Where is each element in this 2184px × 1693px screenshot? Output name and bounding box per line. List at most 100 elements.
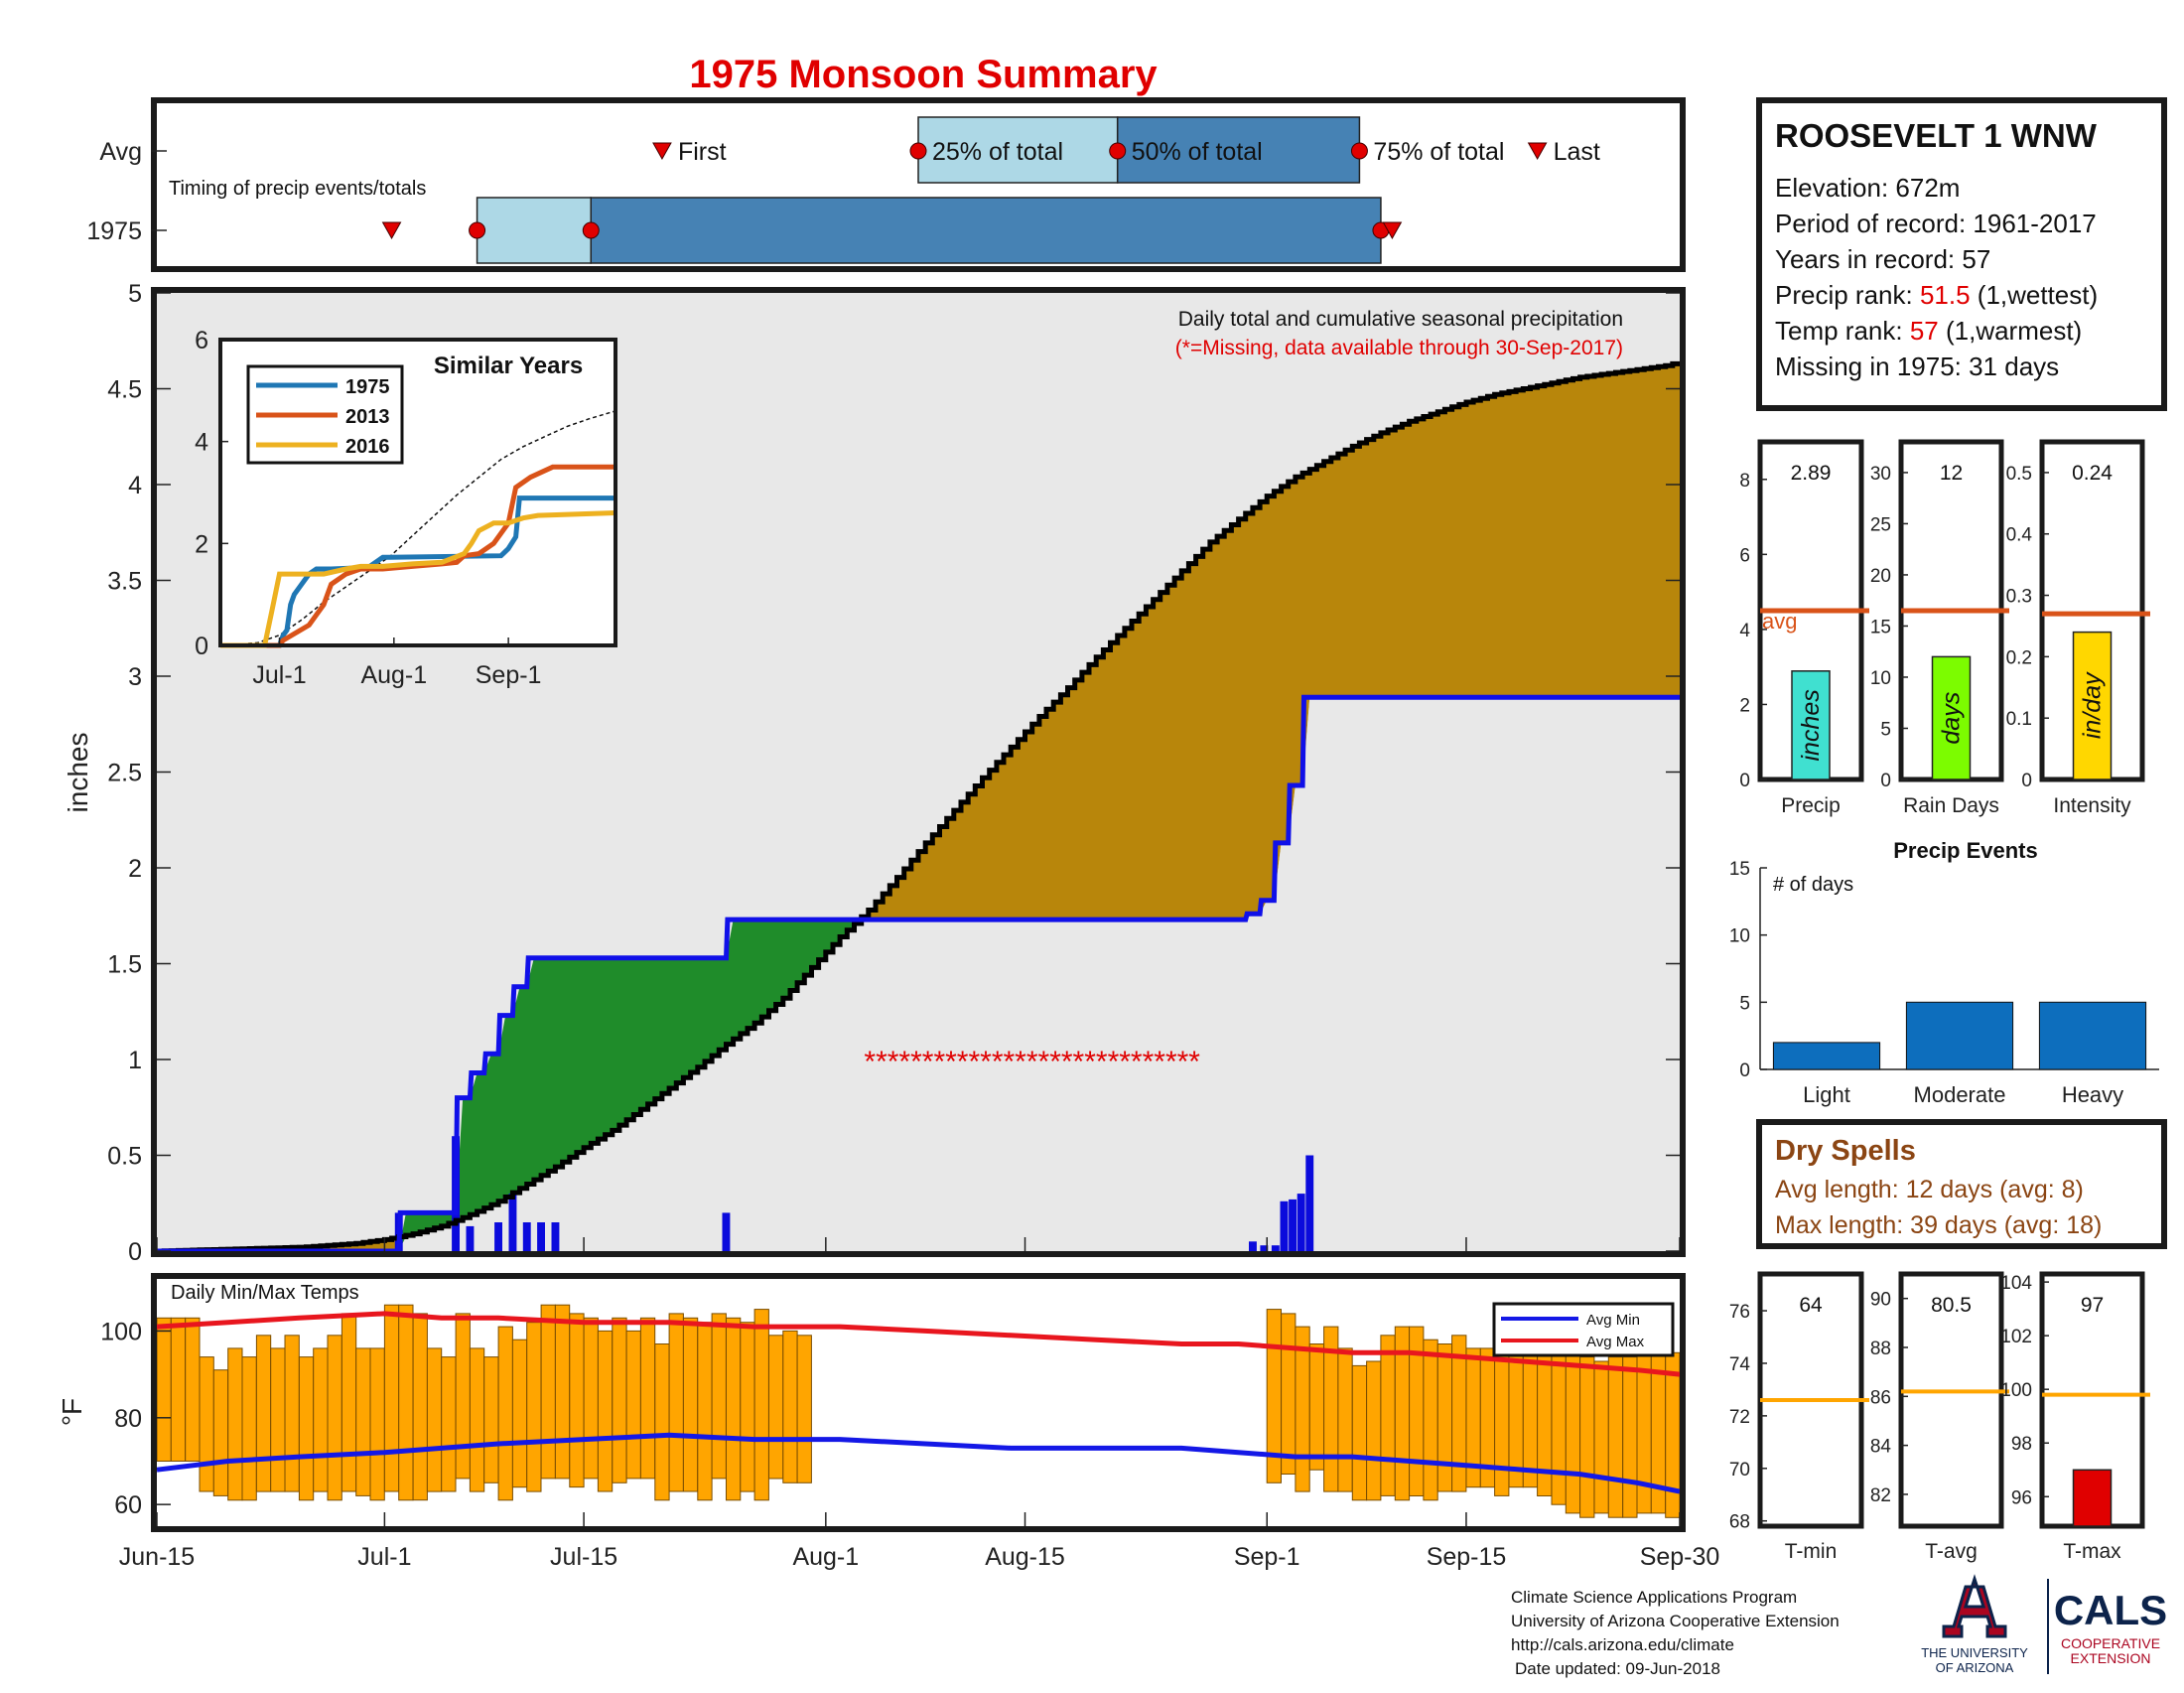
y-tick-label: 4.5	[107, 376, 142, 404]
cumulative-ylabel: inches	[63, 733, 93, 813]
temp-bar	[441, 1356, 457, 1492]
temp-bar	[782, 1330, 798, 1483]
cumulative-lines	[157, 360, 1683, 1254]
temp-legend-label: Avg Max	[1586, 1334, 1645, 1350]
season-unit-label: in/day	[2079, 671, 2107, 739]
year-last-marker	[1382, 221, 1403, 240]
footer-line-1: Climate Science Applications Program	[1511, 1588, 1797, 1607]
dry-spells-title: Dry Spells	[1775, 1135, 1916, 1167]
year-50-marker	[582, 221, 600, 239]
avg-25-50-box	[917, 116, 1119, 184]
date-tick-label: Sep-30	[1640, 1543, 1720, 1571]
daily-precip-bar	[1289, 1199, 1297, 1251]
y-tick-label: 0.5	[107, 1143, 142, 1171]
temp-season-label: T-min	[1785, 1540, 1838, 1563]
date-tick-label: Aug-15	[985, 1543, 1065, 1571]
season-y-tick-label: 0	[2021, 771, 2032, 791]
temp-bar	[1423, 1339, 1438, 1501]
temp-bar	[185, 1317, 201, 1463]
daily-precip-bar	[494, 1222, 502, 1251]
temp-bar	[583, 1317, 599, 1480]
temp-legend: Avg Min Avg Max	[1492, 1302, 1675, 1357]
temp-bar	[540, 1304, 556, 1480]
cals-logo-line-2: EXTENSION	[2071, 1650, 2151, 1666]
events-bar	[2038, 1001, 2147, 1070]
daily-precip-bar	[1271, 1245, 1280, 1251]
temp-bar	[199, 1356, 214, 1492]
temp-y-tick-label: 100	[100, 1318, 142, 1345]
temp-bar	[526, 1322, 542, 1492]
temp-bar	[270, 1347, 286, 1492]
temp-bar	[1281, 1313, 1297, 1476]
year-50-75-box	[590, 197, 1382, 264]
temp-bar	[1436, 1343, 1453, 1492]
temp-season-y-tick-label: 76	[1729, 1302, 1750, 1323]
similar-years-inset: 0 2 4 6 Jul-1 Aug-1 Sep-1 Similar Years 1975 20…	[195, 327, 617, 689]
events-plot: 0 5 10 15 Light Moderate Heavy	[1729, 859, 2159, 1107]
temp-y-tick-label: 80	[114, 1405, 142, 1433]
date-axis: Jun-15 Jul-1 Jul-15 Aug-1 Aug-15 Sep-1 Sep-15 S…	[119, 1512, 1720, 1571]
temp-title: Daily Min/Max Temps	[171, 1282, 359, 1304]
inset-x-tick-label: Jul-1	[252, 661, 306, 689]
inset-plot: 0 2 4 6 Jul-1 Aug-1 Sep-1	[195, 327, 616, 689]
avg-50-label: 50% of total	[1132, 138, 1263, 166]
inset-avg-line	[219, 410, 616, 646]
season-panel-frame	[2039, 439, 2145, 782]
season-y-tick-label: 6	[1739, 545, 1750, 566]
inset-title: Similar Years	[434, 353, 583, 379]
events-category-label: Heavy	[2062, 1082, 2123, 1107]
ua-a-logo-icon	[1942, 1574, 2007, 1638]
season-y-tick-label: 5	[1880, 720, 1891, 741]
daily-precip-bar	[1297, 1194, 1305, 1251]
avg-max-line	[156, 1311, 1681, 1377]
temp-rank-value: 57	[1910, 316, 1939, 346]
avg-min-line	[156, 1432, 1681, 1494]
season-y-tick-label: 4	[1739, 621, 1750, 641]
precip-rank-label: Precip rank:	[1775, 280, 1920, 310]
y-tick-label: 3	[128, 663, 142, 691]
season-avg-label: avg	[1762, 609, 1797, 634]
temp-bar	[412, 1313, 428, 1501]
season-precip-panels: inches avg 2.89 0 2 4 6 8 Precip days 12 0 5 10 15 20 25…	[1739, 439, 2150, 817]
cumulative-note: Daily total and cumulative seasonal prec…	[1178, 308, 1623, 331]
temp-bar	[156, 1317, 172, 1463]
season-y-tick-label: 0.4	[2006, 525, 2033, 546]
season-unit-label: days	[1938, 692, 1966, 745]
below-average-fill	[157, 697, 1680, 1251]
temp-bar	[1508, 1347, 1524, 1488]
base-fill	[157, 697, 1680, 1251]
temp-season-value: 80.5	[1931, 1294, 1972, 1317]
temp-bar	[1351, 1364, 1368, 1501]
season-y-tick-label: 0	[1739, 771, 1750, 791]
y-tick-label: 2	[128, 855, 142, 883]
events-y-tick-label: 15	[1729, 859, 1750, 880]
station-period: Period of record: 1961-2017	[1775, 209, 2097, 238]
y-tick-label: 2.5	[107, 760, 142, 787]
inset-series-2016	[220, 510, 616, 648]
timing-row-avg-label: Avg	[99, 138, 142, 166]
temp-bar	[753, 1309, 769, 1501]
temp-season-y-tick-label: 104	[2000, 1273, 2032, 1294]
date-tick-label: Sep-1	[1234, 1543, 1300, 1571]
temp-legend-box	[1492, 1302, 1675, 1357]
temp-season-y-tick-label: 84	[1870, 1437, 1892, 1458]
daily-precip-bar	[722, 1212, 731, 1251]
temp-rank-label: Temp rank:	[1775, 316, 1910, 346]
temp-bar	[227, 1347, 243, 1501]
temp-ylabel: °F	[57, 1398, 87, 1426]
y-tick-label: 4	[128, 472, 142, 499]
temp-bar	[697, 1322, 713, 1501]
dry-spells-max: Max length: 39 days (avg: 18)	[1775, 1211, 2102, 1239]
temp-bar	[212, 1369, 229, 1496]
temp-bar	[796, 1335, 812, 1483]
temp-season-frame	[1898, 1271, 2004, 1529]
y-tick-label: 0	[128, 1238, 142, 1266]
daily-precip-bar	[1249, 1241, 1257, 1251]
season-y-tick-label: 0.1	[2006, 709, 2032, 730]
year-first-marker	[381, 221, 402, 240]
temp-season-y-tick-label: 70	[1729, 1460, 1750, 1481]
temp-bar	[383, 1304, 400, 1492]
date-tick-label: Jun-15	[119, 1543, 195, 1571]
temp-bar	[1607, 1356, 1624, 1518]
